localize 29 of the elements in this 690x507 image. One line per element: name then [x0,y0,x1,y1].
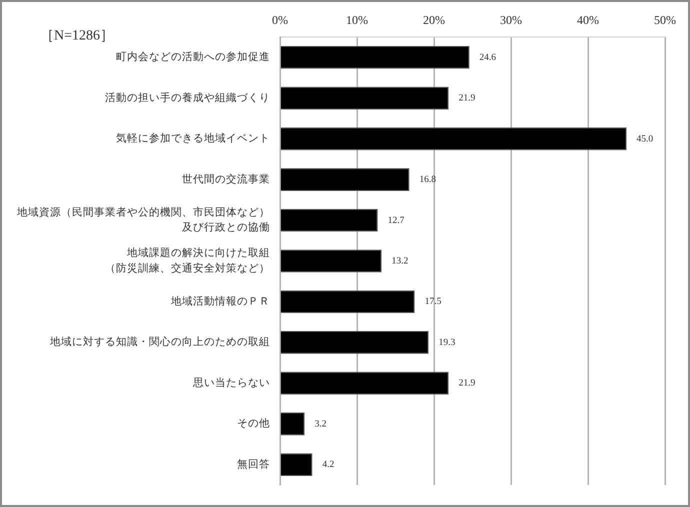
y-tick-label: 地域に対する知識・関心の向上のための取組 [49,335,270,348]
data-label: 45.0 [636,134,654,144]
y-tick-label: 町内会などの活動への参加促進 [116,50,270,64]
x-tick-label: 10% [346,12,368,27]
data-label: 21.9 [458,94,476,104]
y-tick-label: 思い当たらない [192,376,270,389]
y-tick-label: 世代間の交流事業 [182,172,270,186]
data-label: 4.2 [322,460,334,470]
data-label: 17.5 [424,297,442,308]
x-tick-label: 40% [577,12,599,27]
y-tick-label: 無回答 [237,458,270,470]
data-label: 24.6 [479,52,496,63]
y-tick-label: 気軽に参加できる地域イベント [116,132,270,145]
x-tick-label: 50% [654,12,676,27]
y-tick-label: 地域資源（民間事業者や公的機関、市民団体など）及び行政との協働 [16,205,270,234]
data-label: 16.8 [419,175,436,186]
x-tick-label: 0% [272,12,288,27]
data-label: 21.9 [458,378,476,389]
text: ［N=1286］ [40,28,114,44]
y-tick-label: 活動の担い手の養成や組織づくり [105,90,270,104]
y-tick-label: 地域活動情報のＰＲ [170,294,270,308]
y-tick-label: 地域課題の解決に向けた取組（防災訓練、交通安全対策など） [105,246,270,274]
y-tick-label: その他 [237,418,270,430]
data-label: 13.2 [392,256,409,266]
x-tick-label: 20% [423,12,445,27]
data-label: 19.3 [438,338,456,348]
data-label: 3.2 [314,419,327,430]
x-tick-label: 30% [500,12,522,27]
data-label: 12.7 [388,216,405,226]
